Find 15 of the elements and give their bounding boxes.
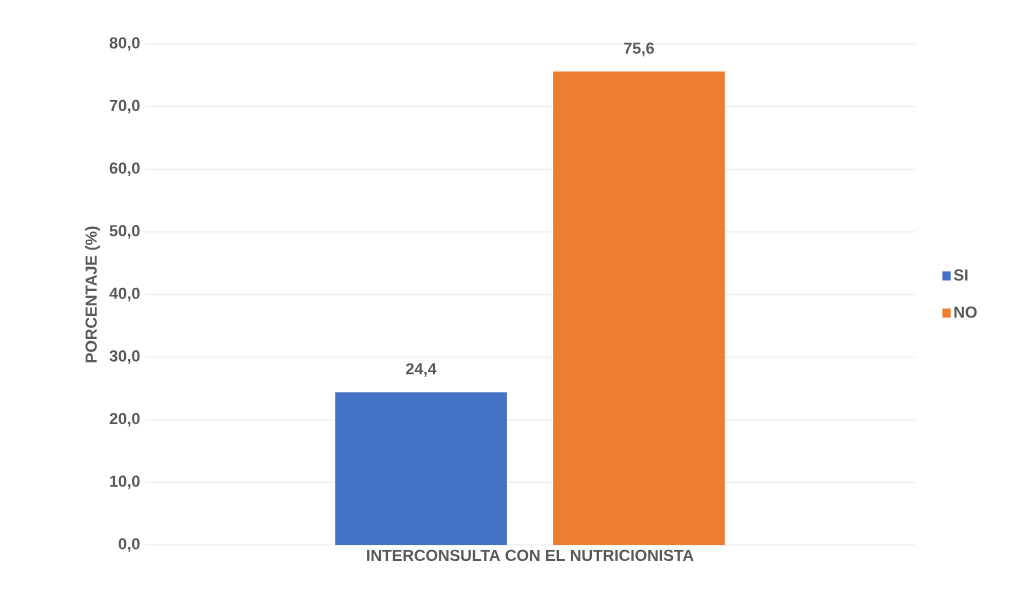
y-tick-label: 30,0	[109, 350, 140, 364]
y-tick-label: 10,0	[110, 475, 140, 490]
legend-label: SI	[953, 269, 968, 281]
y-tick-label: 80,0	[109, 37, 140, 51]
y-tick-label: 0,0	[118, 538, 140, 552]
data-label: 24,4	[406, 363, 437, 377]
y-tick-label: 60,0	[109, 162, 140, 177]
y-tick-label: 40,0	[109, 287, 140, 302]
y-tick-label: 70,0	[109, 99, 140, 114]
y-axis-title: PORCENTAJE (%)	[85, 226, 100, 363]
y-tick-label: 20,0	[109, 412, 140, 427]
legend-label: NO	[954, 306, 977, 318]
data-label: 75,6	[624, 42, 654, 57]
y-tick-label: 50,0	[109, 225, 140, 239]
x-tick-label: INTERCONSULTA CON EL NUTRICIONISTA	[367, 549, 694, 562]
